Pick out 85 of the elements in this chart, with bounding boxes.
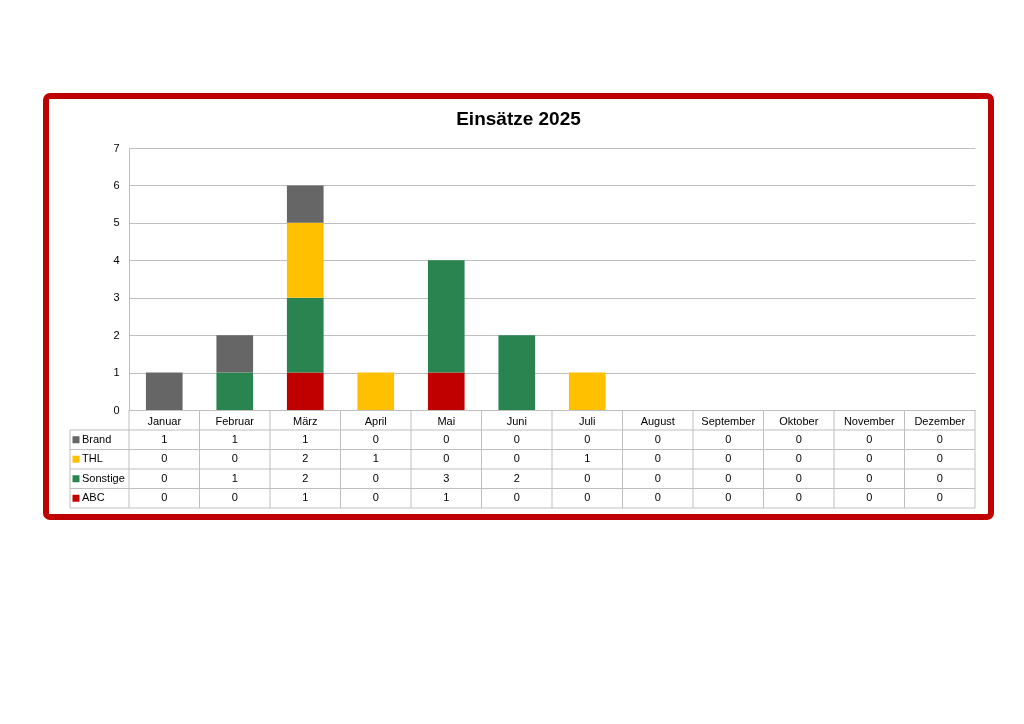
bar	[145, 372, 183, 410]
data-label: 0	[372, 491, 379, 504]
data-label: 0	[795, 432, 802, 445]
data-label: 0	[654, 452, 661, 465]
data-label: 0	[372, 471, 379, 484]
bar	[498, 335, 536, 410]
legend-label: THL	[82, 452, 103, 465]
data-label: 0	[936, 432, 943, 445]
bar	[286, 372, 324, 410]
x-tick-label: Juli	[578, 414, 596, 427]
bar	[286, 297, 324, 373]
x-tick-label: Januar	[147, 414, 182, 427]
data-label: 0	[654, 491, 661, 504]
data-label: 0	[654, 432, 661, 445]
data-label: 0	[161, 471, 168, 484]
data-label: 0	[936, 491, 943, 504]
data-label: 0	[725, 452, 732, 465]
data-label: 0	[795, 491, 802, 504]
y-tick-label: 4	[113, 253, 120, 266]
bar	[427, 260, 465, 373]
data-label: 0	[513, 491, 520, 504]
bar	[286, 185, 324, 223]
data-label: 0	[584, 432, 591, 445]
data-label: 0	[372, 432, 379, 445]
x-tick-label: September	[701, 414, 756, 427]
x-tick-label: März	[293, 414, 318, 427]
data-label: 0	[725, 432, 732, 445]
data-label: 0	[584, 471, 591, 484]
data-label: 2	[302, 452, 309, 465]
data-label: 2	[302, 471, 309, 484]
data-label: 1	[372, 452, 379, 465]
data-label: 1	[231, 432, 238, 445]
bar	[216, 335, 254, 373]
x-tick-label: Oktober	[779, 414, 819, 427]
y-tick-label: 7	[113, 141, 120, 154]
data-label: 0	[936, 452, 943, 465]
data-label: 0	[513, 432, 520, 445]
data-label: 1	[302, 491, 309, 504]
data-label: 0	[866, 432, 873, 445]
y-tick-label: 0	[113, 403, 120, 416]
y-tick-label: 1	[113, 366, 120, 379]
data-label: 0	[866, 471, 873, 484]
data-label: 0	[795, 452, 802, 465]
data-label: 1	[584, 452, 591, 465]
chart-title: Einsätze 2025	[456, 108, 582, 129]
data-label: 0	[725, 491, 732, 504]
data-label: 0	[161, 491, 168, 504]
data-label: 1	[231, 471, 238, 484]
x-tick-label: Dezember	[914, 414, 966, 427]
bar	[568, 372, 606, 410]
data-label: 0	[443, 452, 450, 465]
data-label: 0	[866, 491, 873, 504]
data-label: 1	[161, 432, 168, 445]
data-label: 0	[231, 452, 238, 465]
x-tick-label: August	[640, 414, 675, 427]
legend-label: Sonstige	[82, 471, 125, 484]
bar	[427, 372, 465, 410]
data-label: 0	[443, 432, 450, 445]
data-label: 0	[513, 452, 520, 465]
data-label: 1	[302, 432, 309, 445]
y-tick-label: 6	[113, 178, 120, 191]
data-label: 0	[231, 491, 238, 504]
data-label: 0	[654, 471, 661, 484]
data-label: 2	[513, 471, 520, 484]
bar	[357, 372, 395, 410]
data-label: 3	[443, 471, 450, 484]
x-tick-label: April	[364, 414, 387, 427]
y-tick-label: 3	[113, 291, 120, 304]
x-tick-label: Mai	[437, 414, 456, 427]
x-tick-label: Juni	[506, 414, 527, 427]
y-tick-label: 2	[113, 328, 120, 341]
data-label: 0	[161, 452, 168, 465]
legend-label: Brand	[82, 432, 112, 445]
data-label: 0	[866, 452, 873, 465]
bar	[216, 372, 254, 410]
data-label: 0	[936, 471, 943, 484]
data-label: 0	[584, 491, 591, 504]
bar	[286, 222, 324, 298]
data-label: 1	[443, 491, 450, 504]
data-label: 0	[725, 471, 732, 484]
x-tick-label: Februar	[215, 414, 255, 427]
y-tick-label: 5	[113, 216, 120, 229]
x-tick-label: November	[843, 414, 895, 427]
legend-label: ABC	[82, 491, 105, 504]
data-label: 0	[795, 471, 802, 484]
